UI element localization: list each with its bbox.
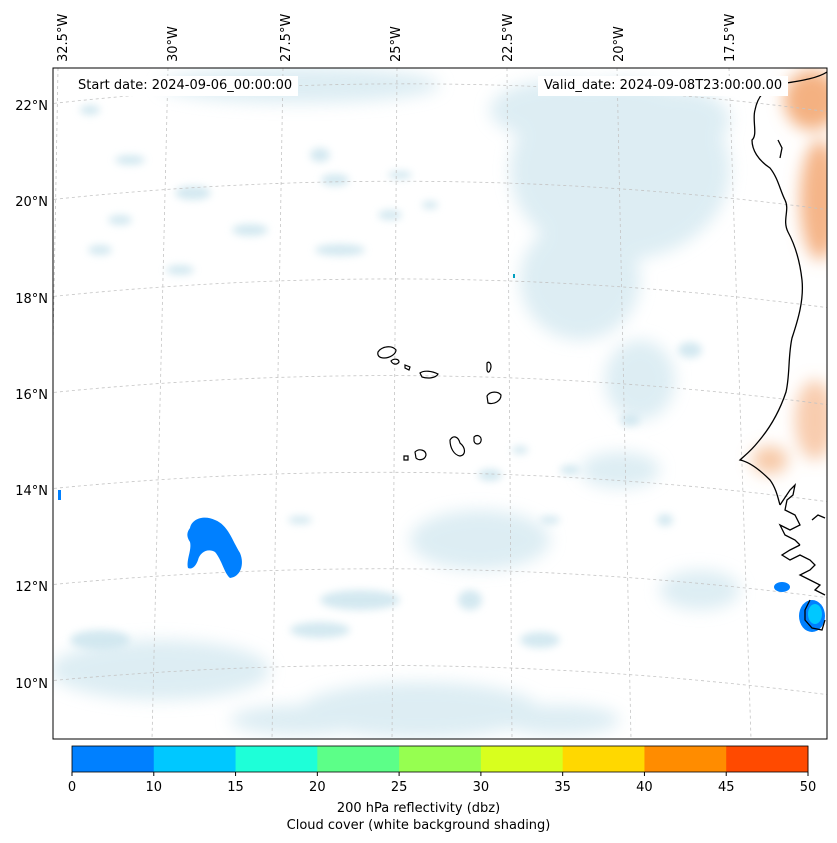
- lon-label-27-5w: 27.5°W: [279, 14, 294, 62]
- start-date-label: Start date: 2024-09-06_00:00:00: [72, 76, 299, 96]
- colorbar-tick-label: 20: [309, 780, 326, 795]
- colorbar-tick-label: 50: [800, 780, 817, 795]
- lon-label-25w: 25°W: [389, 26, 404, 62]
- colorbar-segment: [153, 746, 237, 772]
- colorbar-tick-label: 45: [718, 780, 735, 795]
- colorbar-segment: [235, 746, 318, 772]
- lat-label-12n: 12°N: [15, 580, 48, 595]
- map-frame: [52, 67, 828, 740]
- colorbar-ticks: 0 10 15 20 25 30 35 40 45 50: [68, 772, 816, 795]
- coastline: [738, 71, 827, 631]
- colorbar-segment: [72, 746, 155, 772]
- colorbar-segment: [644, 746, 727, 772]
- reflectivity-cell-ocean: [58, 274, 515, 578]
- land-heat-shading: [752, 70, 827, 474]
- colorbar-tick-label: 35: [554, 780, 571, 795]
- colorbar-segment: [399, 746, 482, 772]
- lat-label-22n: 22°N: [15, 99, 48, 114]
- lon-label-20w: 20°W: [612, 26, 627, 62]
- colorbar-tick-label: 0: [68, 780, 76, 795]
- colorbar-title: 200 hPa reflectivity (dbz): [336, 801, 501, 816]
- latitude-labels: 22°N 20°N 18°N 16°N 14°N 12°N 10°N: [15, 99, 48, 692]
- colorbar-frame: [71, 745, 809, 773]
- longitude-labels: 32.5°W 30°W 27.5°W 25°W 22.5°W 20°W 17.5…: [56, 14, 738, 62]
- lat-label-18n: 18°N: [15, 292, 48, 307]
- lat-label-16n: 16°N: [15, 388, 48, 403]
- colorbar-tick-label: 15: [227, 780, 244, 795]
- valid-date-label: Valid_date: 2024-09-08T23:00:00.00: [538, 76, 789, 96]
- cloud-cover-shading: [53, 68, 740, 738]
- colorbar-segment: [480, 746, 564, 772]
- colorbar-tick-label: 25: [391, 780, 408, 795]
- lat-label-10n: 10°N: [15, 677, 48, 692]
- cape-verde-islands: [377, 346, 502, 461]
- colorbar-segment: [317, 746, 400, 772]
- lon-label-32-5w: 32.5°W: [56, 14, 71, 62]
- colorbar-tick-label: 30: [473, 780, 490, 795]
- lat-label-20n: 20°N: [15, 195, 48, 210]
- colorbar-tick-label: 10: [146, 780, 163, 795]
- lon-label-17-5w: 17.5°W: [723, 14, 738, 62]
- lon-label-30w: 30°W: [166, 26, 181, 62]
- lat-label-14n: 14°N: [15, 484, 48, 499]
- colorbar: [71, 745, 809, 773]
- colorbar-segment: [726, 746, 809, 772]
- colorbar-subtitle: Cloud cover (white background shading): [286, 818, 551, 833]
- colorbar-segment: [562, 746, 645, 772]
- lon-label-22-5w: 22.5°W: [501, 14, 516, 62]
- colorbar-tick-label: 40: [636, 780, 653, 795]
- graticule: [53, 68, 827, 739]
